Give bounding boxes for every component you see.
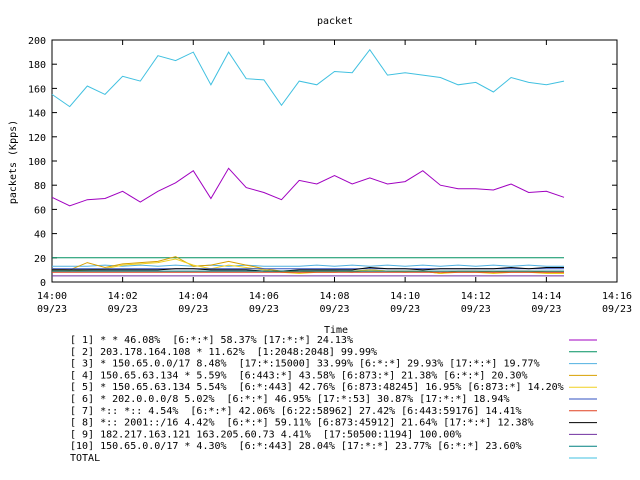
- y-tick-label: 160: [28, 84, 46, 95]
- plot-frame: [51, 39, 618, 283]
- y-tick-label: 80: [34, 181, 46, 192]
- legend: [ 1] * * 46.08% [6:*:*] 58.37% [17:*:*] …: [70, 335, 597, 464]
- y-tick-label: 0: [40, 278, 46, 289]
- legend-label: [ 1] * * 46.08% [6:*:*] 58.37% [17:*:*] …: [70, 335, 353, 346]
- legend-label: [ 2] 203.178.164.108 * 11.62% [1:2048:20…: [70, 347, 377, 358]
- series-line: [52, 264, 564, 267]
- series-line: [51, 167, 565, 207]
- y-tick-label: 120: [28, 133, 46, 144]
- y-tick-label: 140: [28, 109, 46, 120]
- y-tick-label: 180: [28, 60, 46, 71]
- y-tick-label: 40: [34, 230, 46, 241]
- x-axis-label: Time: [324, 325, 348, 336]
- legend-label: [ 9] 182.217.163.121 163.205.60.73 4.41%…: [70, 429, 461, 440]
- x-tick-date: 09/23: [531, 304, 561, 315]
- x-tick-date: 09/23: [178, 304, 208, 315]
- x-tick-time: 14:14: [531, 291, 561, 302]
- y-axis: 0 20 40 60 80 100 120 140 160 180 200: [28, 36, 617, 289]
- x-tick-time: 14:04: [178, 291, 208, 302]
- x-tick-date: 09/23: [249, 304, 279, 315]
- chart-title: packet: [317, 16, 353, 27]
- y-tick-label: 100: [28, 157, 46, 168]
- x-tick-date: 09/23: [108, 304, 138, 315]
- legend-label: [ 6] * 202.0.0.0/8 5.02% [6:*:*] 46.95% …: [70, 394, 510, 405]
- x-tick-date: 09/23: [319, 304, 349, 315]
- x-tick-date: 09/23: [390, 304, 420, 315]
- legend-label: [10] 150.65.0.0/17 * 4.30% [6:*:443] 28.…: [70, 441, 522, 452]
- legend-label: [ 3] * 150.65.0.0/17 8.48% [17:*:15000] …: [70, 359, 540, 370]
- x-tick-time: 14:16: [602, 291, 632, 302]
- series-lines: [51, 48, 565, 277]
- x-tick-date: 09/23: [461, 304, 491, 315]
- legend-label: [ 7] *:: *:: 4.54% [6:*:*] 42.06% [6:22:…: [70, 406, 522, 417]
- y-axis-label: packets (Kpps): [8, 120, 19, 204]
- series-line: [51, 48, 565, 108]
- x-tick-time: 14:00: [37, 291, 67, 302]
- y-tick-label: 20: [34, 254, 46, 265]
- x-tick-date: 09/23: [602, 304, 632, 315]
- legend-label: [ 5] * 150.65.63.134 5.54% [6:*:443] 42.…: [70, 382, 564, 393]
- x-tick-time: 14:12: [461, 291, 491, 302]
- legend-label: TOTAL: [70, 453, 100, 464]
- x-tick-time: 14:10: [390, 291, 420, 302]
- x-tick-time: 14:02: [108, 291, 138, 302]
- legend-label: [ 8] *:: 2001::/16 4.42% [6:*:*] 59.11% …: [70, 418, 534, 429]
- x-axis: 14:00 09/23 14:02 09/23 14:04 09/23 14:06 09/23…: [37, 40, 632, 315]
- x-tick-time: 14:06: [249, 291, 279, 302]
- x-tick-time: 14:08: [319, 291, 349, 302]
- legend-label: [ 4] 150.65.63.134 * 5.59% [6:443:*] 43.…: [70, 370, 528, 381]
- y-tick-label: 200: [28, 36, 46, 47]
- y-tick-label: 60: [34, 205, 46, 216]
- x-tick-date: 09/23: [37, 304, 67, 315]
- series-line: [52, 266, 564, 272]
